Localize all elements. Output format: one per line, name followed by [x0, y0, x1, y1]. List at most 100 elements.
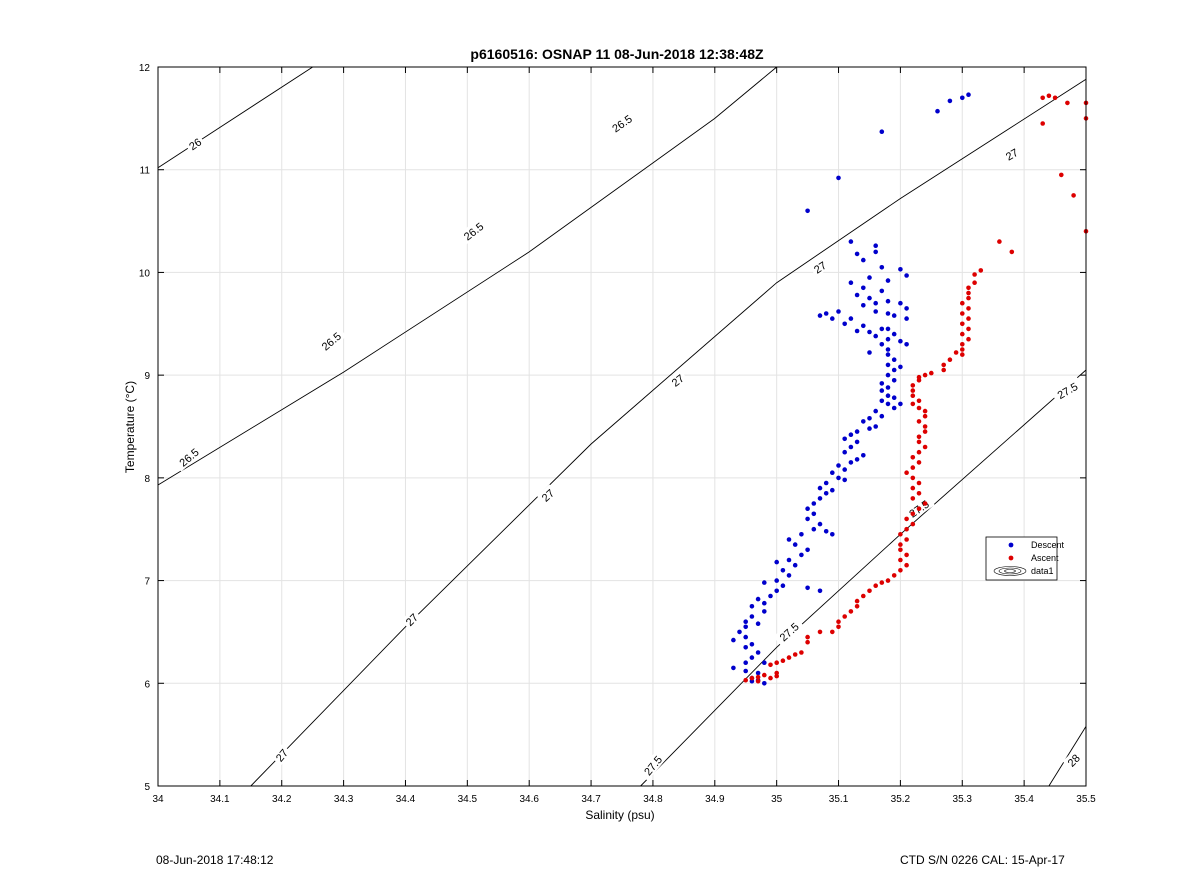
- contour-label-bg: [184, 133, 206, 154]
- ascent-point: [854, 598, 860, 604]
- contour-label: 27: [1000, 143, 1023, 164]
- data-series: [731, 92, 1089, 686]
- descent-point: [885, 362, 891, 368]
- descent-point: [891, 331, 897, 337]
- descent-point: [743, 619, 748, 624]
- ascent-point: [953, 350, 959, 355]
- ascent-point: [966, 316, 971, 321]
- ascent-point: [929, 370, 934, 376]
- descent-point: [898, 267, 903, 272]
- ascent-series: [743, 93, 1089, 684]
- descent-point: [737, 629, 742, 635]
- ascent-point: [898, 547, 903, 553]
- x-tick-label: 34.3: [334, 794, 354, 805]
- descent-point: [885, 385, 891, 390]
- footer-timestamp: 08-Jun-2018 17:48:12: [156, 853, 274, 867]
- descent-point: [762, 600, 767, 606]
- descent-point: [879, 342, 885, 347]
- descent-point: [966, 92, 971, 97]
- descent-point: [762, 580, 767, 585]
- descent-point: [774, 588, 779, 594]
- contour-label-text: 27: [812, 260, 829, 277]
- descent-point: [811, 511, 817, 517]
- descent-point: [885, 401, 891, 407]
- descent-point: [867, 329, 872, 335]
- descent-point: [873, 300, 878, 306]
- ascent-point: [916, 449, 922, 455]
- legend-box: [985, 536, 1058, 581]
- ascent-point: [922, 429, 928, 434]
- descent-point: [836, 175, 841, 181]
- ascent-point: [910, 475, 916, 481]
- ascent-point: [836, 624, 841, 630]
- descent-point: [743, 634, 748, 640]
- descent-point: [873, 309, 878, 314]
- descent-point: [743, 660, 748, 665]
- ascent-point: [1009, 249, 1015, 255]
- ascent-point: [805, 634, 810, 640]
- y-tick-label: 6: [144, 679, 150, 690]
- descent-point: [885, 298, 891, 304]
- descent-point: [774, 578, 779, 583]
- ascent-point: [817, 629, 823, 635]
- ascent-point: [904, 537, 909, 542]
- ascent-point: [898, 557, 903, 563]
- ascent-point: [848, 609, 854, 614]
- grid: [157, 66, 1087, 787]
- contour-label-bg: [315, 326, 347, 356]
- descent-point: [786, 557, 792, 563]
- y-tick-label: 12: [139, 63, 151, 74]
- descent-point: [960, 95, 965, 101]
- descent-point: [854, 439, 860, 445]
- x-tick-label: 35.1: [829, 794, 849, 805]
- contour-label: 26.5: [457, 216, 490, 246]
- ascent-point: [960, 321, 965, 327]
- descent-point: [731, 665, 736, 671]
- contour-line: [157, 66, 777, 486]
- contour-label-bg: [270, 744, 292, 766]
- y-axis-ticks: 5 6 7 8 9 10 11 12: [139, 63, 1086, 793]
- legend-ascent-label: Ascent: [1031, 553, 1059, 563]
- descent-point: [879, 265, 885, 270]
- descent-point: [861, 453, 866, 458]
- ascent-point: [792, 652, 798, 657]
- legend-descent-marker: [1008, 542, 1014, 548]
- descent-point: [805, 585, 810, 591]
- ascent-point: [922, 424, 928, 429]
- descent-series: [731, 92, 971, 686]
- contour-line: [1048, 726, 1087, 787]
- contour-label: 27: [809, 256, 831, 278]
- x-tick-label: 35.3: [953, 794, 973, 805]
- contour-label: 26.5: [605, 109, 638, 138]
- y-tick-label: 5: [144, 782, 150, 793]
- ascent-point: [768, 662, 773, 668]
- ascent-point: [922, 444, 928, 450]
- chart-title: p6160516: OSNAP 11 08-Jun-2018 12:38:48Z: [470, 46, 764, 62]
- descent-point: [848, 460, 854, 465]
- contour-label: 28: [1062, 749, 1084, 771]
- descent-point: [879, 413, 885, 419]
- ascent-point: [910, 401, 916, 407]
- contour-label: 27.5: [1050, 377, 1084, 404]
- legend: Descent Ascent data1: [985, 536, 1065, 581]
- ascent-point: [743, 677, 748, 683]
- descent-point: [817, 485, 823, 491]
- descent-point: [842, 449, 847, 455]
- descent-point: [891, 367, 897, 373]
- descent-point: [904, 316, 909, 321]
- descent-point: [891, 395, 897, 401]
- ascent-point: [898, 542, 903, 547]
- legend-descent-label: Descent: [1031, 540, 1065, 550]
- ascent-point: [916, 434, 922, 440]
- ascent-point: [885, 578, 891, 583]
- descent-point: [762, 660, 767, 665]
- ascent-point: [960, 331, 965, 337]
- descent-point: [749, 614, 755, 619]
- descent-point: [885, 311, 891, 316]
- contour-label: 27.5: [773, 616, 805, 647]
- descent-point: [792, 562, 798, 568]
- descent-point: [842, 321, 847, 327]
- ascent-point: [916, 419, 922, 424]
- descent-point: [836, 475, 841, 481]
- descent-point: [885, 393, 891, 399]
